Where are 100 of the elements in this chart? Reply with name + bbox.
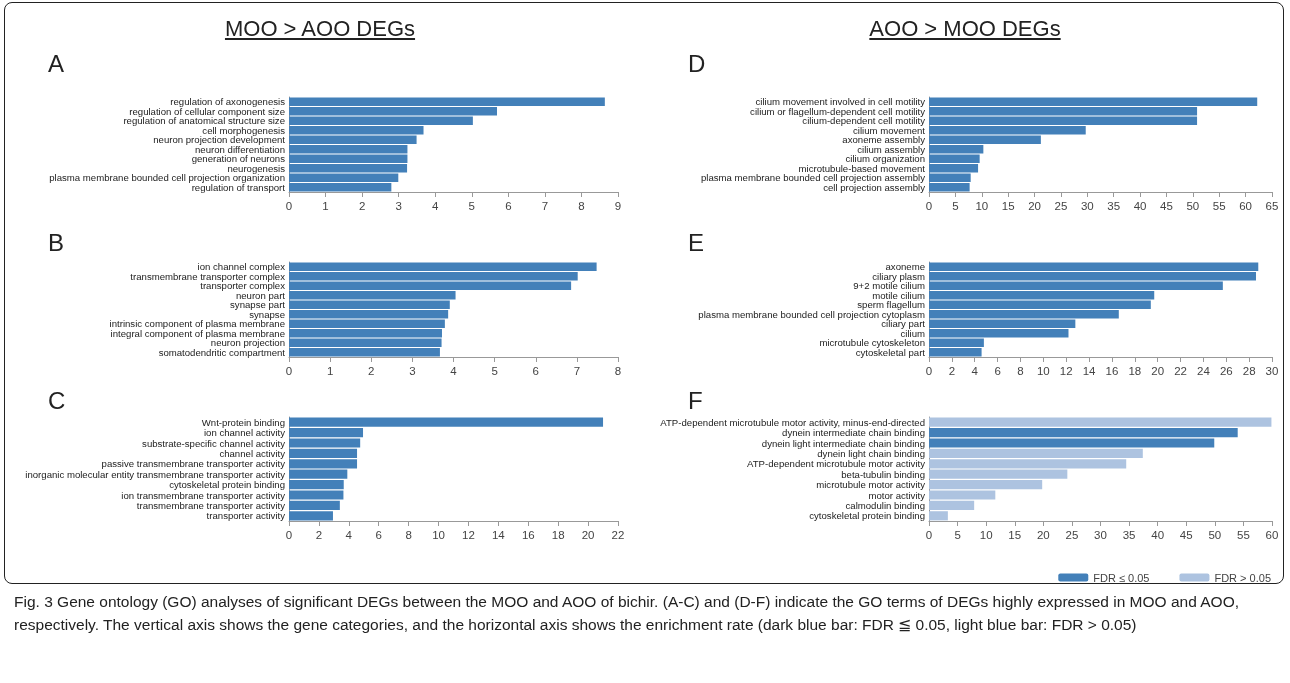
text: C <box>48 387 66 415</box>
y-tick-label: axoneme assembly <box>842 134 926 146</box>
y-tick-label: generation of neurons <box>191 153 286 165</box>
x-tick-label: 2 <box>358 200 366 212</box>
x-tick-label: 25 <box>1065 529 1079 541</box>
bar <box>929 417 1272 427</box>
y-tick-label: transporter complex <box>200 280 286 292</box>
x-tick-label: 10 <box>979 529 993 541</box>
x-tick-label: 6 <box>505 200 512 212</box>
x-tick-label: 5 <box>468 200 475 212</box>
x-tick-label: 8 <box>614 365 622 377</box>
x-tick-label: 20 <box>1151 365 1165 377</box>
y-tick-label: 9+2 motile cilium <box>853 280 925 292</box>
x-tick-label: 3 <box>409 365 416 377</box>
y-tick-label: plasma membrane bounded cell projection assembly <box>701 172 926 184</box>
x-tick-label: 8 <box>1017 365 1024 377</box>
x-tick-label: 35 <box>1122 529 1136 541</box>
x-tick-label: 60 <box>1239 200 1253 212</box>
y-tick-label: transporter activity <box>206 510 286 522</box>
x-tick-label: 30 <box>1094 529 1107 541</box>
x-tick-label: 24 <box>1197 365 1211 377</box>
x-tick-label: 50 <box>1208 529 1222 541</box>
x-tick-label: 5 <box>954 529 961 541</box>
y-tick-label: ion transmembrane transporter activity <box>121 489 286 501</box>
x-tick-label: 1 <box>326 365 334 377</box>
x-tick-label: 6 <box>532 365 539 377</box>
x-tick-label: 16 <box>1105 365 1119 377</box>
y-tick-label: substrate-specific channel activity <box>142 437 286 449</box>
x-tick-label: 25 <box>1054 200 1068 212</box>
y-tick-label: ciliary plasm <box>872 270 925 282</box>
x-tick-label: 45 <box>1179 529 1193 541</box>
x-tick-label: 50 <box>1186 200 1200 212</box>
x-tick-label: 35 <box>1107 200 1121 212</box>
x-tick-label: 2 <box>315 529 323 541</box>
x-tick-label: 20 <box>1028 200 1041 212</box>
x-tick-label: 2 <box>948 365 956 377</box>
text: E <box>688 229 705 257</box>
x-tick-label: 14 <box>491 529 506 541</box>
y-tick-label: motor activity <box>868 489 926 501</box>
x-tick-label: 9 <box>614 200 622 212</box>
y-tick-label: ciliary part <box>881 318 926 330</box>
text: A <box>48 50 65 78</box>
x-tick-label: 14 <box>1082 365 1097 377</box>
x-tick-label: 2 <box>368 365 375 377</box>
y-tick-label: cytoskeletal protein binding <box>169 479 285 491</box>
x-tick-label: 0 <box>925 529 933 541</box>
x-tick-label: 7 <box>541 200 549 212</box>
y-tick-label: microtubule cytoskeleton <box>819 337 925 349</box>
y-tick-label: cilium movement involved in cell motility <box>755 96 926 108</box>
x-tick-label: 18 <box>551 529 565 541</box>
x-tick-label: 60 <box>1265 529 1279 541</box>
x-tick-label: 22 <box>1174 365 1187 377</box>
x-tick-label: 6 <box>994 365 1001 377</box>
x-tick-label: 7 <box>573 365 581 377</box>
x-tick-label: 12 <box>1059 365 1073 377</box>
x-tick-label: 8 <box>578 200 585 212</box>
x-tick-label: 4 <box>345 529 353 541</box>
y-tick-label: cilium-dependent cell motility <box>802 115 926 127</box>
x-tick-label: 30 <box>1080 200 1094 212</box>
x-tick-label: 22 <box>611 529 625 541</box>
x-tick-label: 4 <box>971 365 979 377</box>
y-tick-label: regulation of axonogenesis <box>170 96 286 108</box>
y-tick-label: sperm flagellum <box>857 299 925 311</box>
x-tick-label: 0 <box>925 200 933 212</box>
x-tick-label: 55 <box>1212 200 1226 212</box>
y-tick-label: Wnt-protein binding <box>201 416 285 428</box>
x-tick-label: 18 <box>1128 365 1142 377</box>
text: MOO > AOO DEGs <box>223 16 417 42</box>
y-tick-label: dynein light intermediate chain binding <box>761 437 925 449</box>
y-tick-label: neuron projection development <box>153 134 286 146</box>
x-tick-label: 12 <box>462 529 475 541</box>
caption: Fig. 3 Gene ontology (GO) analyses of significant DEGs between the MOO and AOO of bichir. (A-C) and (D-F) indicate the GO terms of DEGs highly expressed in MOO and AOO, respectively. The vertical axis shows the gene categories, and the horizontal axis shows the enrichment rate (dark blue bar: FDR ≦ 0.05, light blue bar: FDR > 0.05) <box>14 592 1240 635</box>
y-tick-label: plasma membrane bounded cell projection organization <box>49 172 285 184</box>
text: AOO > MOO DEGs <box>868 16 1062 42</box>
x-tick-label: 4 <box>450 365 458 377</box>
x-tick-label: 40 <box>1151 529 1165 541</box>
text: F <box>688 387 703 415</box>
y-tick-label: neuron projection <box>210 337 285 349</box>
x-tick-label: 28 <box>1242 365 1256 377</box>
legend-label: FDR ≤ 0.05 <box>1093 571 1150 584</box>
x-tick-label: 5 <box>491 365 498 377</box>
y-tick-label: motile cilium <box>872 289 925 301</box>
legend-label: FDR > 0.05 <box>1214 571 1272 584</box>
x-tick-label: 0 <box>285 529 293 541</box>
y-tick-label: ATP-dependent microtubule motor activity <box>747 458 926 470</box>
x-tick-label: 55 <box>1237 529 1250 541</box>
x-tick-label: 40 <box>1133 200 1147 212</box>
y-tick-label: passive transmembrane transporter activity <box>101 458 286 470</box>
x-tick-label: 45 <box>1160 200 1173 212</box>
y-tick-label: cytoskeletal protein binding <box>809 510 925 522</box>
y-tick-label: ATP-dependent microtubule motor activity, minus-end-directed <box>660 416 925 428</box>
y-tick-label: cilium organization <box>845 153 925 165</box>
x-tick-label: 3 <box>395 200 402 212</box>
x-tick-label: 0 <box>285 365 293 377</box>
y-tick-label: beta-tubulin binding <box>841 468 925 480</box>
x-tick-label: 20 <box>581 529 595 541</box>
x-tick-label: 10 <box>432 529 445 541</box>
y-tick-label: synapse <box>249 308 285 320</box>
x-tick-label: 10 <box>975 200 989 212</box>
y-tick-label: inorganic molecular entity transmembrane transporter activity <box>25 468 286 480</box>
